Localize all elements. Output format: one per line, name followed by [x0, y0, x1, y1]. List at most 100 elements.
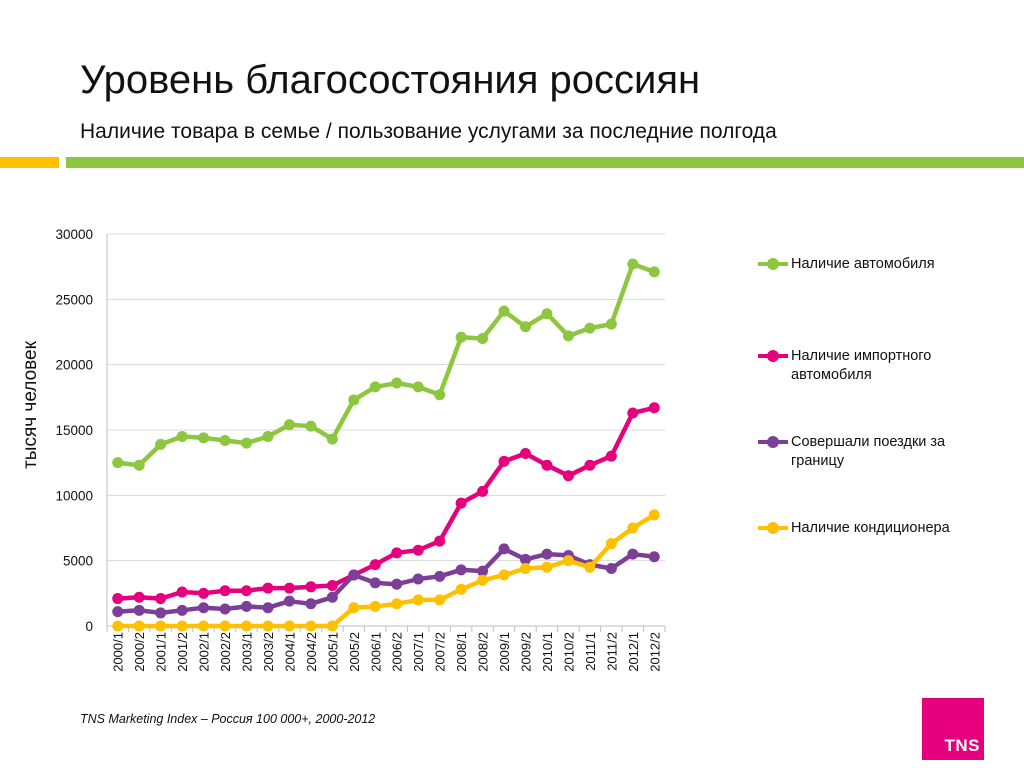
data-point — [455, 583, 467, 595]
data-point — [541, 459, 553, 471]
y-tick-label: 25000 — [55, 292, 93, 307]
data-point — [627, 407, 639, 419]
data-point — [627, 258, 639, 270]
data-point — [434, 535, 446, 547]
data-point — [605, 450, 617, 462]
data-point — [348, 569, 360, 581]
data-point — [133, 620, 145, 632]
data-point — [262, 602, 274, 614]
data-point — [326, 433, 338, 445]
data-point — [498, 543, 510, 555]
data-point — [219, 434, 231, 446]
data-point — [541, 308, 553, 320]
data-point — [155, 620, 167, 632]
data-point — [112, 593, 124, 605]
data-point — [219, 603, 231, 615]
data-point — [648, 266, 660, 278]
data-point — [562, 330, 574, 342]
data-point — [262, 431, 274, 443]
x-tick-label: 2011/2 — [604, 632, 619, 671]
data-point — [455, 564, 467, 576]
data-point — [219, 620, 231, 632]
data-point — [477, 485, 489, 497]
y-tick-label: 5000 — [63, 554, 93, 569]
data-point — [305, 581, 317, 593]
data-point — [176, 431, 188, 443]
data-point — [584, 459, 596, 471]
series-4 — [112, 509, 660, 632]
data-point — [477, 565, 489, 577]
data-point — [412, 573, 424, 585]
x-tick-label: 2000/1 — [111, 632, 126, 672]
accent-bar-orange — [0, 157, 59, 168]
x-tick-label: 2002/2 — [218, 632, 233, 672]
data-point — [562, 555, 574, 567]
data-point — [176, 620, 188, 632]
data-point — [627, 522, 639, 534]
x-tick-label: 2010/2 — [561, 632, 576, 672]
data-point — [155, 607, 167, 619]
data-point — [305, 620, 317, 632]
x-tick-label: 2012/1 — [626, 632, 641, 672]
x-tick-label: 2003/2 — [261, 632, 276, 672]
x-tick-label: 2009/2 — [519, 632, 534, 672]
x-tick-label: 2004/1 — [282, 632, 297, 672]
series-2 — [112, 402, 660, 605]
legend-swatch — [758, 350, 788, 362]
data-point — [412, 594, 424, 606]
x-tick-label: 2005/1 — [325, 632, 340, 672]
data-point — [326, 579, 338, 591]
data-point — [283, 595, 295, 607]
data-point — [648, 551, 660, 563]
data-point — [391, 377, 403, 389]
legend-swatch — [758, 436, 788, 448]
legend-item: Наличие кондиционера — [758, 520, 991, 538]
legend-item: Совершали поездки за границу — [758, 434, 991, 471]
data-point — [412, 544, 424, 556]
data-point — [391, 578, 403, 590]
data-point — [369, 559, 381, 571]
data-point — [520, 553, 531, 565]
y-tick-label: 30000 — [55, 227, 93, 242]
data-point — [562, 470, 574, 482]
legend-label: Наличие автомобиля — [791, 256, 935, 272]
page-subtitle: Наличие товара в семье / пользование усл… — [80, 120, 777, 143]
data-point — [498, 305, 510, 317]
data-point — [241, 620, 252, 632]
data-point — [541, 548, 553, 560]
x-tick-label: 2005/2 — [347, 632, 362, 672]
data-point — [155, 438, 167, 450]
data-point — [584, 322, 596, 334]
data-point — [605, 563, 617, 575]
data-point — [648, 402, 660, 414]
x-tick-label: 2010/1 — [540, 632, 555, 672]
x-tick-label: 2009/1 — [497, 632, 512, 672]
x-tick-label: 2011/1 — [583, 632, 598, 671]
tns-logo-text: TNS — [944, 736, 980, 755]
x-tick-label: 2001/2 — [175, 632, 190, 672]
legend-label: Наличие импортного автомобиля — [791, 348, 932, 383]
data-point — [455, 331, 467, 343]
data-point — [305, 598, 317, 610]
x-tick-label: 2001/1 — [154, 632, 169, 672]
x-tick-label: 2007/2 — [433, 632, 448, 672]
data-point — [520, 448, 531, 460]
data-point — [648, 509, 660, 521]
data-point — [434, 389, 446, 401]
data-point — [369, 600, 381, 612]
data-point — [348, 394, 360, 406]
data-point — [241, 600, 252, 612]
data-point — [326, 620, 338, 632]
data-point — [283, 620, 295, 632]
x-tick-label: 2003/1 — [240, 632, 255, 672]
x-tick-label: 2006/1 — [368, 632, 383, 672]
data-point — [155, 593, 167, 605]
data-point — [198, 432, 210, 444]
data-point — [520, 321, 531, 333]
legend-label: Наличие кондиционера — [791, 520, 950, 536]
data-point — [133, 604, 145, 616]
accent-bar-green — [66, 157, 1024, 168]
legend-item: Наличие импортного автомобиля — [758, 348, 991, 385]
data-point — [348, 602, 360, 614]
data-point — [605, 538, 617, 550]
